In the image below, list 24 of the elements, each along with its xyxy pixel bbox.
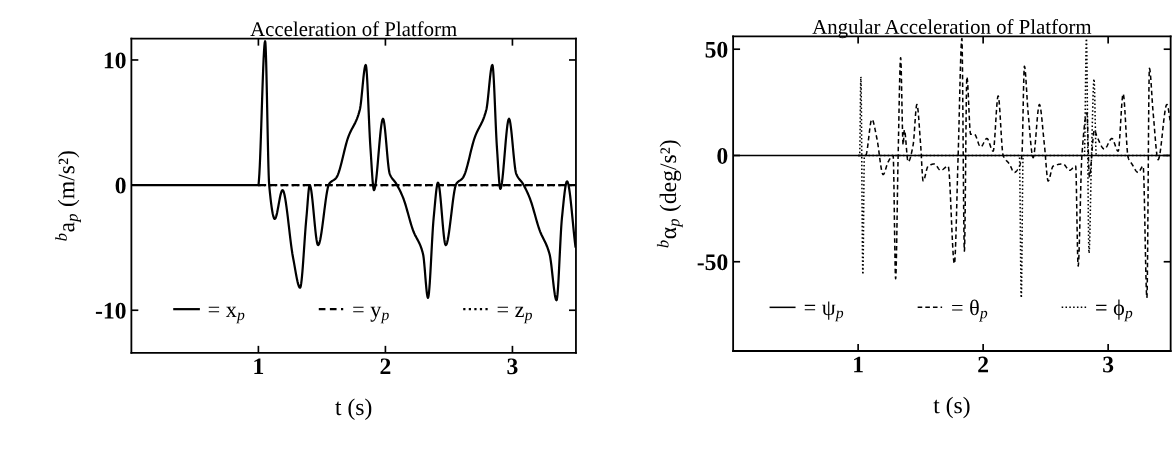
legend-label: = x$_{p}$	[208, 306, 245, 324]
y-tick-label: 10	[104, 52, 126, 69]
y-axis-title: $^{b}$a$_{p}$ (m/s²)	[55, 151, 82, 241]
x-tick-label: 1	[854, 356, 863, 373]
x-tick-label: 3	[507, 358, 518, 375]
y-axis-title: $^{b}$α$_{p}$ (deg/s²)	[656, 140, 683, 248]
legend-label: = y$_{p}$	[353, 306, 389, 324]
y-tick-label: 50	[705, 41, 728, 58]
legend-label: = z$_{p}$	[497, 306, 532, 324]
chart-title: Angular Acceleration of Platform	[812, 19, 1092, 39]
y-tick-label: -10	[95, 302, 126, 319]
y-tick-label: 0	[115, 177, 126, 194]
y-tick-label: -50	[697, 254, 728, 271]
legend-label: = ϕ$_{p}$	[1096, 299, 1133, 322]
x-tick-label: 2	[978, 356, 989, 373]
y-tick-label: 0	[717, 147, 728, 164]
x-tick-label: 3	[1103, 356, 1114, 373]
x-axis-title: t (s)	[933, 396, 970, 419]
x-axis-title: t (s)	[335, 398, 372, 420]
legend-label: = θ$_{p}$	[952, 299, 988, 322]
chart-title: Acceleration of Platform	[250, 21, 457, 37]
x-tick-label: 2	[380, 358, 391, 375]
legend-label: = ψ$_{p}$	[804, 301, 844, 322]
x-tick-label: 1	[254, 358, 264, 375]
